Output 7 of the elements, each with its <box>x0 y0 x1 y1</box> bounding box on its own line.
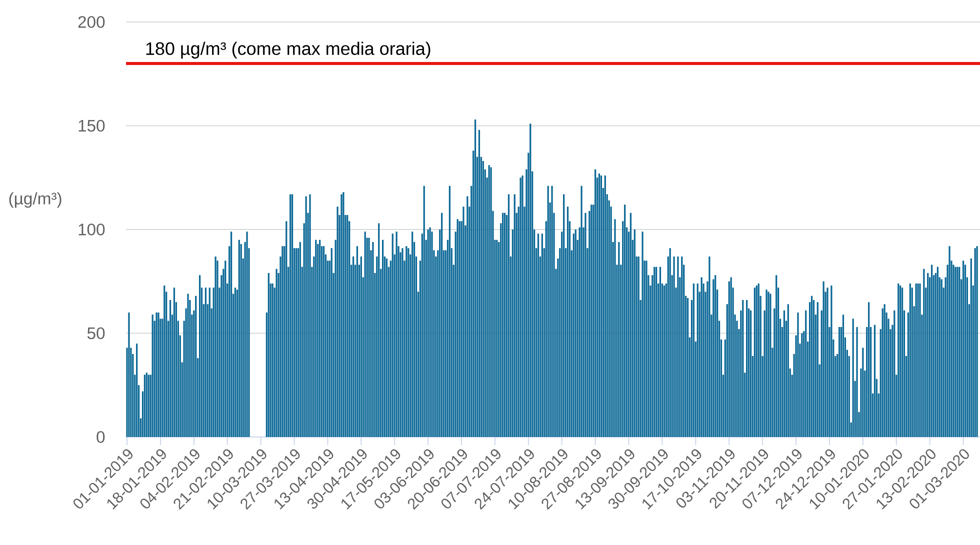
ref-line-label: 180 µg/m³ (come max media oraria) <box>146 42 430 59</box>
y-tick-label: 0 <box>96 431 105 443</box>
y-tick-label: 50 <box>87 327 105 340</box>
y-tick-label: 150 <box>78 120 105 132</box>
y-tick-label: 100 <box>78 224 105 236</box>
y-axis-title: (µg/m³) <box>9 192 62 208</box>
y-tick-label: 200 <box>78 16 105 28</box>
